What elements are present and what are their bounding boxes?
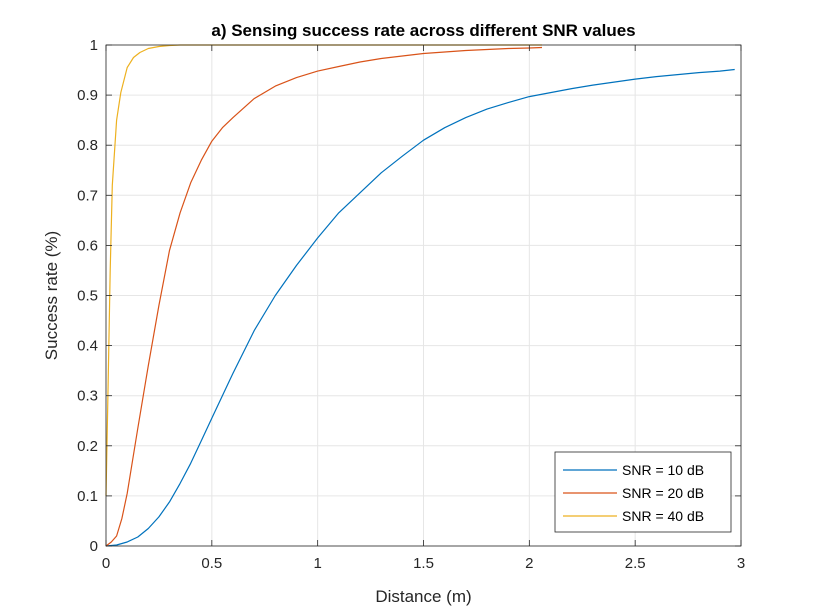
y-tick-label: 0.7 [77,187,98,204]
y-tick-label: 0.2 [77,438,98,455]
y-tick-label: 0.8 [77,137,98,154]
legend: SNR = 10 dB SNR = 20 dB SNR = 40 dB [554,451,732,533]
y-tick-label: 0.4 [77,338,98,355]
y-tick-label: 0.1 [77,488,98,505]
y-tick-label: 0.3 [77,388,98,405]
x-tick-label: 0.5 [201,555,222,572]
chart-title: a) Sensing success rate across different… [211,21,635,40]
y-tick-label: 0 [90,538,98,555]
x-tick-label: 3 [737,555,745,572]
ticks: 0 0.5 1 1.5 2 2.5 3 0 0.1 0.2 0.3 0.4 0.5 0.6 0.7 0.8 0.… [77,37,745,572]
y-tick-label: 1 [90,37,98,54]
x-axis-label: Distance (m) [375,587,471,606]
legend-label-3: SNR = 40 dB [622,508,704,524]
x-tick-label: 1 [313,555,321,572]
x-tick-label: 2 [525,555,533,572]
y-tick-label: 0.5 [77,288,98,305]
series-line-2 [105,46,543,547]
x-tick-label: 2.5 [625,555,646,572]
legend-label-2: SNR = 20 dB [622,485,704,501]
y-tick-label: 0.6 [77,237,98,254]
legend-box [554,451,732,533]
series-line-1 [105,68,735,547]
y-tick-label: 0.9 [77,87,98,104]
x-tick-label: 0 [102,555,110,572]
legend-label-1: SNR = 10 dB [622,462,704,478]
x-tick-label: 1.5 [413,555,434,572]
y-axis-label: Success rate (%) [42,231,61,360]
